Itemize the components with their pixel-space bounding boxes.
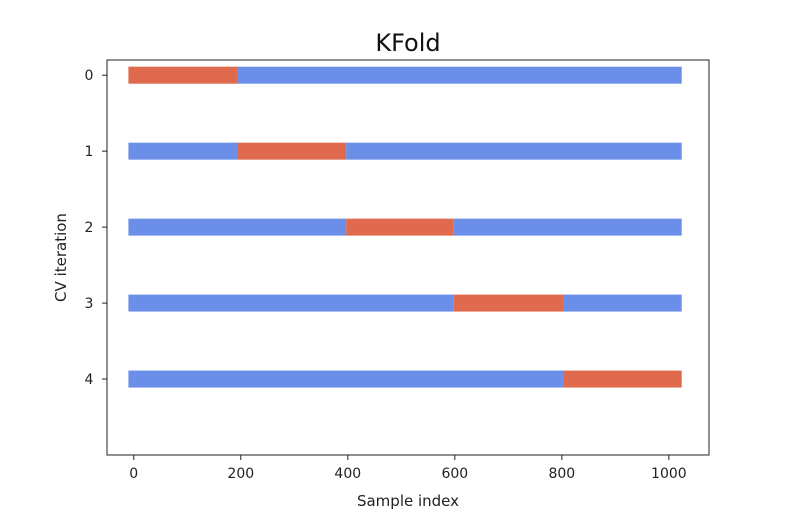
bar-segment-iter2-train-2 bbox=[453, 218, 682, 236]
chart-title: KFold bbox=[375, 29, 440, 57]
bar-segment-iter0-test-0 bbox=[128, 66, 238, 84]
y-axis-label: CV iteration bbox=[52, 213, 70, 302]
x-axis-label: Sample index bbox=[357, 492, 459, 510]
x-tick-label: 0 bbox=[129, 466, 138, 482]
bar-segment-iter3-train-0 bbox=[128, 294, 454, 312]
y-tick-label: 3 bbox=[85, 296, 94, 312]
x-tick-label: 1000 bbox=[651, 466, 687, 482]
bar-segment-iter1-train-0 bbox=[128, 142, 238, 160]
x-tick-label: 800 bbox=[548, 466, 575, 482]
plot-frame bbox=[106, 59, 710, 456]
bar-segment-iter4-test-1 bbox=[563, 370, 682, 388]
y-tick-label: 2 bbox=[85, 220, 94, 236]
bar-segment-iter3-train-2 bbox=[563, 294, 682, 312]
y-tick-label: 1 bbox=[85, 144, 94, 160]
bar-segment-iter4-train-0 bbox=[128, 370, 564, 388]
bar-segment-iter3-test-1 bbox=[453, 294, 564, 312]
y-axis: 0 1 2 3 4 bbox=[85, 68, 107, 388]
bar-segment-iter0-train-1 bbox=[237, 66, 682, 84]
bar-segment-iter2-test-1 bbox=[346, 218, 454, 236]
y-tick-label: 4 bbox=[85, 372, 94, 388]
bar-segment-iter2-train-0 bbox=[128, 218, 347, 236]
bar-segment-iter1-test-1 bbox=[237, 142, 347, 160]
x-tick-label: 400 bbox=[334, 466, 361, 482]
bar-segment-iter1-train-2 bbox=[346, 142, 682, 160]
x-axis: 0 200 400 600 800 1000 bbox=[129, 455, 687, 482]
y-tick-label: 0 bbox=[85, 68, 94, 84]
x-tick-label: 200 bbox=[227, 466, 254, 482]
bars-layer bbox=[128, 66, 682, 388]
x-tick-label: 600 bbox=[441, 466, 468, 482]
